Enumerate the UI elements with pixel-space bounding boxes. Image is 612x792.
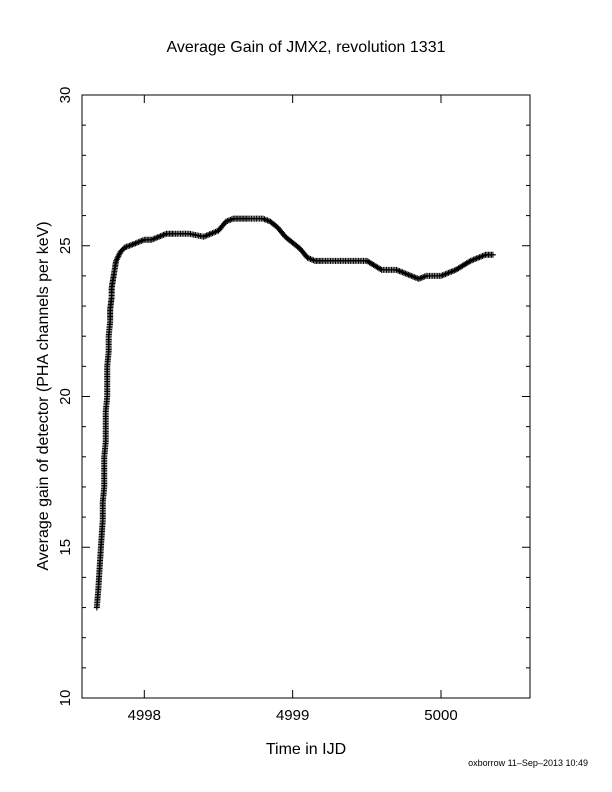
y-axis-ticks: 10 15 20 25 30 [57,87,530,707]
x-tick-label: 4998 [128,707,161,724]
y-tick-label: 25 [57,237,74,254]
y-tick-label: 20 [57,388,74,405]
data-point [377,266,384,273]
y-axis-label: Average gain of detector (PHA channels p… [35,221,52,570]
y-tick-label: 30 [57,87,74,104]
plot-frame [81,94,531,699]
data-point [466,258,473,265]
y-tick-label: 10 [57,690,74,707]
x-tick-label: 4999 [276,707,309,724]
footer-stamp: oxborrow 11–Sep–2013 10:49 [468,758,588,768]
data-point [489,251,496,258]
x-tick-label: 5000 [424,707,457,724]
chart-title: Average Gain of JMX2, revolution 1331 [167,39,446,56]
data-series [93,215,496,611]
x-axis-ticks: 4998 4999 5000 [128,95,458,724]
y-tick-label: 15 [57,539,74,556]
x-axis-label: Time in IJD [266,741,346,758]
